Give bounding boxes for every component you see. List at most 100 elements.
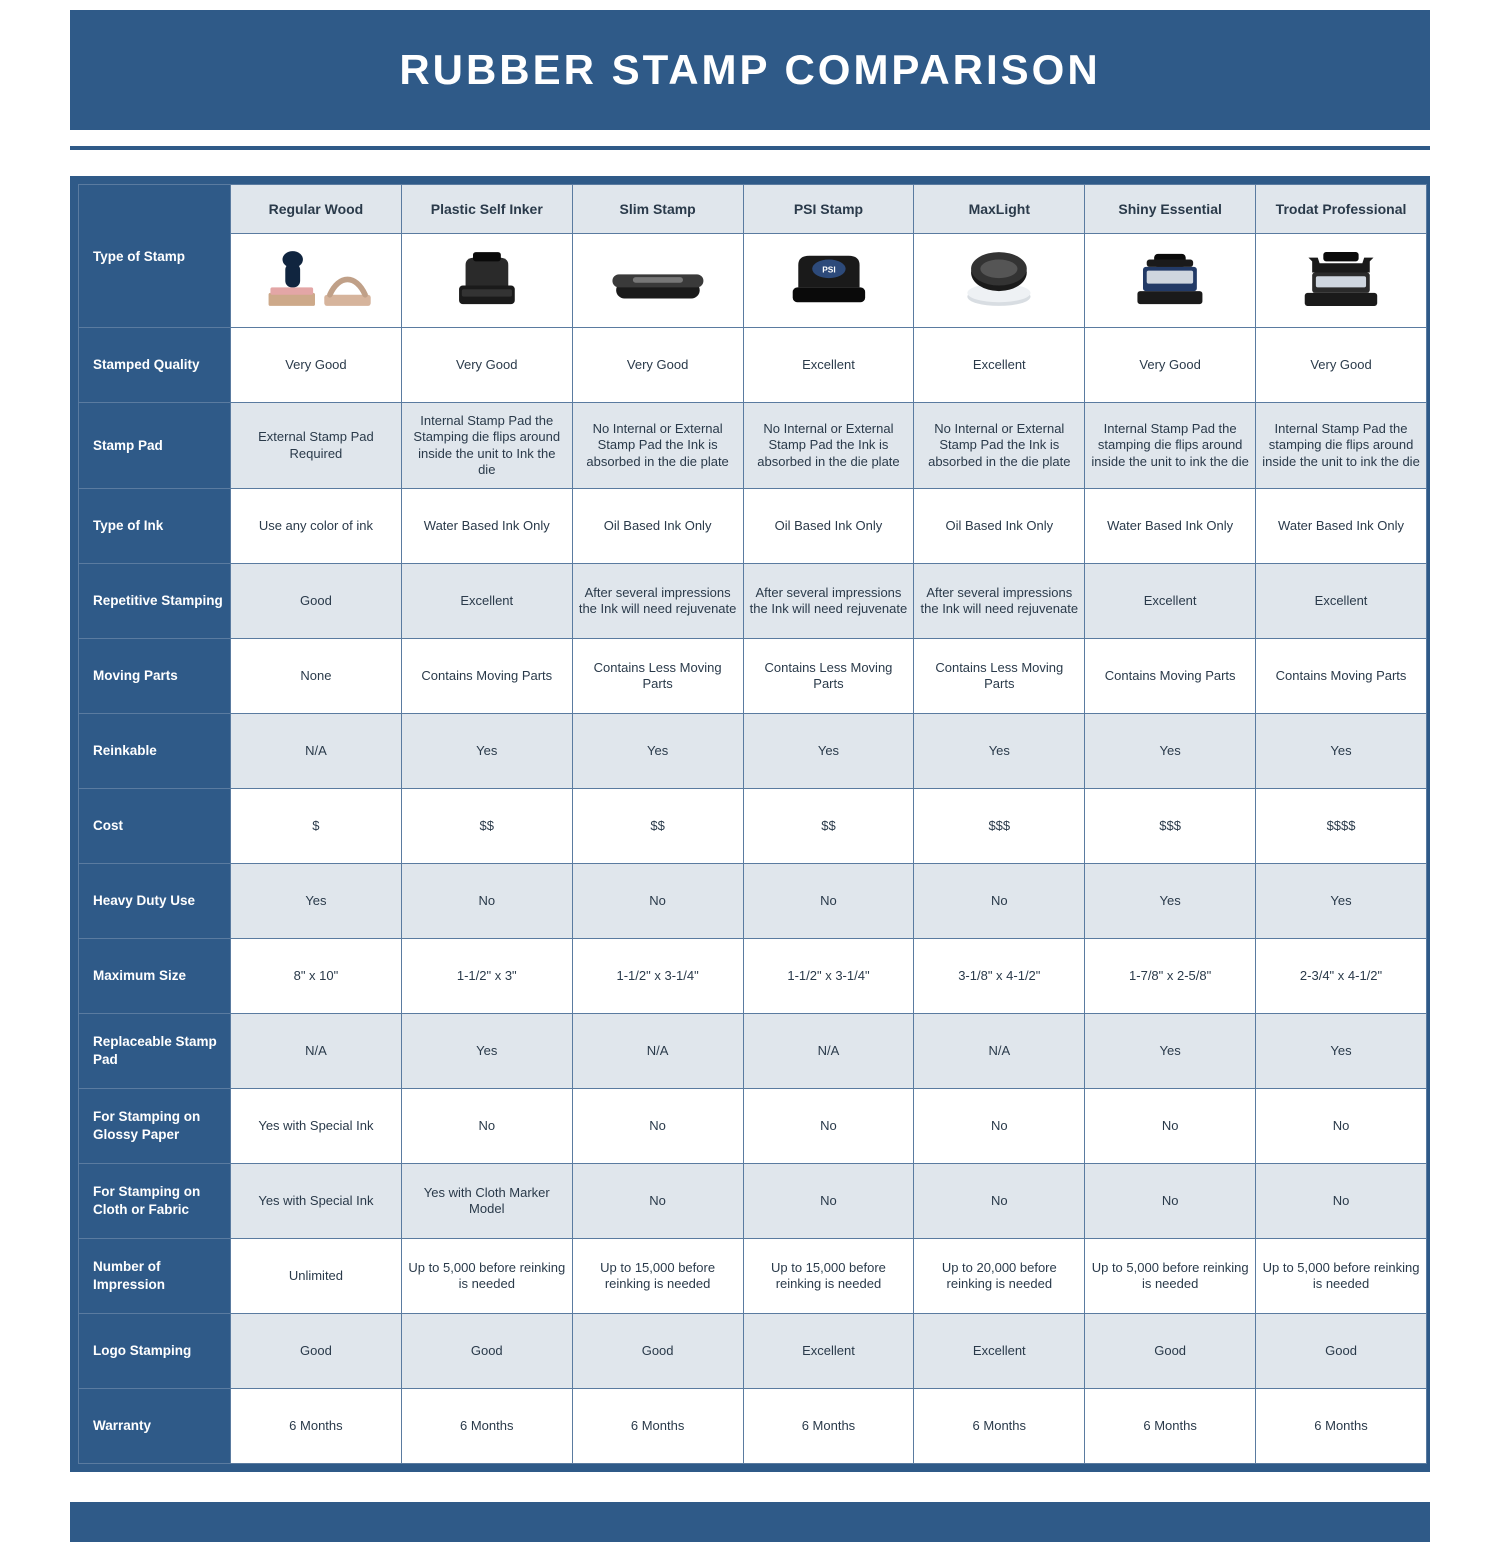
table-cell: Contains Less Moving Parts <box>743 639 914 714</box>
table-cell: None <box>231 639 402 714</box>
table-cell: Good <box>401 1314 572 1389</box>
table-cell: No <box>1256 1164 1427 1239</box>
table-cell: N/A <box>231 1014 402 1089</box>
table-cell: 8" x 10" <box>231 939 402 1014</box>
table-row: Logo StampingGoodGoodGoodExcellentExcell… <box>79 1314 1427 1389</box>
table-cell: 6 Months <box>743 1389 914 1464</box>
table-cell: No <box>914 1164 1085 1239</box>
row-label: Repetitive Stamping <box>79 564 231 639</box>
table-row: Stamp PadExternal Stamp Pad RequiredInte… <box>79 403 1427 489</box>
table-cell: Oil Based Ink Only <box>572 489 743 564</box>
table-cell: Yes with Cloth Marker Model <box>401 1164 572 1239</box>
table-cell: Up to 5,000 before reinking is needed <box>1256 1239 1427 1314</box>
table-cell: Yes <box>1085 864 1256 939</box>
table-cell: 6 Months <box>1256 1389 1427 1464</box>
table-cell: 1-7/8" x 2-5/8" <box>1085 939 1256 1014</box>
table-cell: 6 Months <box>401 1389 572 1464</box>
comparison-table-wrap: Type of Stamp Regular Wood Plastic Self … <box>70 176 1430 1472</box>
col-header: Trodat Professional <box>1256 185 1427 234</box>
col-header: Regular Wood <box>231 185 402 234</box>
table-cell: Yes <box>572 714 743 789</box>
table-cell: $ <box>231 789 402 864</box>
table-cell: No Internal or External Stamp Pad the In… <box>914 403 1085 489</box>
table-cell: Excellent <box>914 328 1085 403</box>
table-cell: After several impressions the Ink will n… <box>572 564 743 639</box>
table-row: Heavy Duty UseYesNoNoNoNoYesYes <box>79 864 1427 939</box>
table-cell: No <box>1256 1089 1427 1164</box>
stamp-image-shiny-essential <box>1085 234 1256 328</box>
table-cell: No <box>914 864 1085 939</box>
table-cell: No <box>572 1089 743 1164</box>
table-cell: Yes <box>743 714 914 789</box>
table-cell: 1-1/2" x 3-1/4" <box>572 939 743 1014</box>
table-cell: Yes <box>1085 714 1256 789</box>
table-cell: Excellent <box>743 1314 914 1389</box>
table-cell: Contains Moving Parts <box>401 639 572 714</box>
table-cell: Excellent <box>914 1314 1085 1389</box>
table-cell: Yes <box>401 714 572 789</box>
table-cell: After several impressions the Ink will n… <box>914 564 1085 639</box>
row-label: Replaceable Stamp Pad <box>79 1014 231 1089</box>
table-cell: Water Based Ink Only <box>1085 489 1256 564</box>
table-cell: Yes with Special Ink <box>231 1089 402 1164</box>
table-cell: Contains Less Moving Parts <box>572 639 743 714</box>
stamp-image-psi-stamp: PSI <box>743 234 914 328</box>
table-cell: 1-1/2" x 3" <box>401 939 572 1014</box>
table-row: Warranty6 Months6 Months6 Months6 Months… <box>79 1389 1427 1464</box>
table-cell: $$ <box>401 789 572 864</box>
row-label: Maximum Size <box>79 939 231 1014</box>
table-cell: No <box>743 864 914 939</box>
table-cell: Oil Based Ink Only <box>914 489 1085 564</box>
row-label: Stamp Pad <box>79 403 231 489</box>
col-header: Slim Stamp <box>572 185 743 234</box>
table-cell: 3-1/8" x 4-1/2" <box>914 939 1085 1014</box>
table-row: Type of InkUse any color of inkWater Bas… <box>79 489 1427 564</box>
table-cell: Up to 15,000 before reinking is needed <box>743 1239 914 1314</box>
table-cell: Very Good <box>231 328 402 403</box>
table-body: Stamped QualityVery GoodVery GoodVery Go… <box>79 328 1427 1464</box>
table-cell: Unlimited <box>231 1239 402 1314</box>
table-cell: N/A <box>914 1014 1085 1089</box>
table-cell: Contains Less Moving Parts <box>914 639 1085 714</box>
table-cell: 1-1/2" x 3-1/4" <box>743 939 914 1014</box>
col-header: Shiny Essential <box>1085 185 1256 234</box>
table-cell: Good <box>1085 1314 1256 1389</box>
row-label: Logo Stamping <box>79 1314 231 1389</box>
image-row: PSI <box>79 234 1427 328</box>
stamp-image-plastic-self-inker <box>401 234 572 328</box>
table-cell: No <box>743 1164 914 1239</box>
bottom-bar <box>70 1502 1430 1542</box>
row-label: Stamped Quality <box>79 328 231 403</box>
svg-text:PSI: PSI <box>822 265 835 275</box>
table-cell: Excellent <box>743 328 914 403</box>
table-row: Stamped QualityVery GoodVery GoodVery Go… <box>79 328 1427 403</box>
row-label: Moving Parts <box>79 639 231 714</box>
table-cell: Yes <box>1256 1014 1427 1089</box>
table-cell: $$ <box>743 789 914 864</box>
table-cell: 6 Months <box>1085 1389 1256 1464</box>
table-cell: No <box>1085 1089 1256 1164</box>
table-cell: Contains Moving Parts <box>1256 639 1427 714</box>
table-cell: Very Good <box>401 328 572 403</box>
table-cell: Water Based Ink Only <box>1256 489 1427 564</box>
table-cell: No <box>914 1089 1085 1164</box>
table-cell: Yes <box>914 714 1085 789</box>
table-cell: Internal Stamp Pad the stamping die flip… <box>1085 403 1256 489</box>
stamp-image-trodat-professional <box>1256 234 1427 328</box>
table-cell: Good <box>231 1314 402 1389</box>
stamp-image-maxlight <box>914 234 1085 328</box>
table-cell: Excellent <box>1256 564 1427 639</box>
row-label: Heavy Duty Use <box>79 864 231 939</box>
table-row: Replaceable Stamp PadN/AYesN/AN/AN/AYesY… <box>79 1014 1427 1089</box>
comparison-table: Type of Stamp Regular Wood Plastic Self … <box>78 184 1427 1464</box>
table-cell: Contains Moving Parts <box>1085 639 1256 714</box>
title-band: RUBBER STAMP COMPARISON <box>70 10 1430 130</box>
table-cell: Good <box>231 564 402 639</box>
table-cell: 6 Months <box>231 1389 402 1464</box>
table-header-row: Type of Stamp Regular Wood Plastic Self … <box>79 185 1427 234</box>
table-row: ReinkableN/AYesYesYesYesYesYes <box>79 714 1427 789</box>
table-cell: N/A <box>572 1014 743 1089</box>
table-cell: 2-3/4" x 4-1/2" <box>1256 939 1427 1014</box>
row-label: Reinkable <box>79 714 231 789</box>
row-label: For Stamping on Cloth or Fabric <box>79 1164 231 1239</box>
